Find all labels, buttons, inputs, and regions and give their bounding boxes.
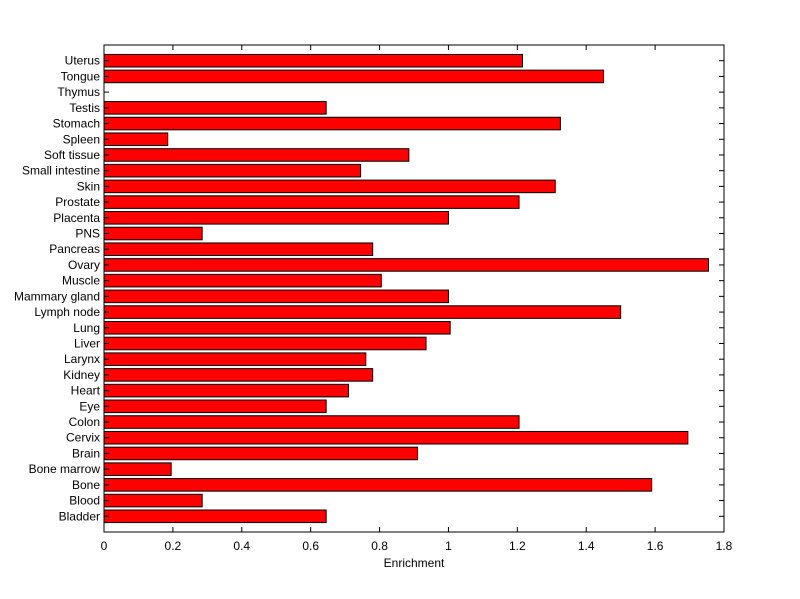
bar-mammary-gland	[103, 289, 449, 304]
x-tick-label: 0	[101, 539, 108, 553]
bar-small-intestine	[103, 163, 362, 178]
bar-stomach	[103, 116, 561, 131]
bar-muscle	[103, 273, 382, 288]
x-tick-label: 1.2	[509, 539, 526, 553]
y-tick-label: Lymph node	[34, 305, 100, 319]
bar-bladder	[103, 509, 327, 524]
y-tick-label: Thymus	[57, 85, 100, 99]
y-tick-label: Liver	[74, 336, 100, 350]
bar-pns	[103, 226, 203, 241]
bar-brain	[103, 446, 418, 461]
y-tick-label: Stomach	[53, 117, 100, 131]
y-tick-label: Skin	[77, 179, 100, 193]
y-tick-label: Bladder	[59, 509, 100, 523]
y-tick-label: Uterus	[65, 54, 100, 68]
bar-ovary	[103, 258, 709, 272]
x-tick-label: 1.4	[578, 539, 595, 553]
bar-cervix	[103, 430, 689, 445]
x-tick-label: 0.2	[165, 539, 182, 553]
bar-lung	[103, 320, 451, 335]
y-tick-label: Bone	[72, 478, 100, 492]
bar-kidney	[103, 368, 374, 382]
bar-heart	[103, 383, 350, 398]
bar-bone	[103, 478, 653, 492]
y-tick-label: Placenta	[53, 211, 100, 225]
y-tick-label: Spleen	[63, 132, 100, 146]
y-tick-label: Larynx	[64, 352, 100, 366]
axes-frame	[103, 44, 725, 533]
bar-tongue	[103, 69, 604, 84]
y-tick-label: Muscle	[62, 274, 100, 288]
y-tick-label: Eye	[79, 399, 100, 413]
y-tick-label: Bone marrow	[29, 462, 101, 476]
bar-pancreas	[103, 242, 374, 257]
y-tick-label: Pancreas	[49, 242, 100, 256]
bar-blood	[103, 493, 203, 508]
x-tick-label: 1	[445, 539, 452, 553]
y-tick-label: Small intestine	[22, 164, 100, 178]
y-tick-label: Heart	[71, 384, 101, 398]
bar-uterus	[103, 53, 523, 68]
y-tick-label: Blood	[69, 494, 100, 508]
y-tick-label: Prostate	[55, 195, 100, 209]
y-tick-label: PNS	[75, 227, 100, 241]
y-tick-label: Soft tissue	[44, 148, 100, 162]
bar-larynx	[103, 352, 367, 366]
x-tick-labels: 0 0.2 0.4 0.6 0.8 1 1.2 1.4 1.6 1.8	[101, 539, 733, 553]
y-tick-label: Cervix	[66, 431, 100, 445]
bar-testis	[103, 101, 327, 115]
bar-placenta	[103, 211, 449, 225]
bar-eye	[103, 399, 327, 414]
bar-skin	[103, 179, 556, 194]
y-tick-label: Brain	[72, 446, 100, 460]
bar-lymph-node	[103, 305, 622, 319]
bar-prostate	[103, 195, 520, 209]
x-axis-label: Enrichment	[384, 556, 445, 570]
y-tick-label: Kidney	[63, 368, 100, 382]
y-tick-label: Testis	[69, 101, 100, 115]
y-tick-label: Colon	[69, 415, 100, 429]
y-tick-label: Ovary	[68, 258, 100, 272]
y-tick-label: Lung	[73, 321, 100, 335]
y-tick-label: Tongue	[61, 69, 101, 83]
x-tick-label: 1.8	[716, 539, 733, 553]
bar-soft-tissue	[103, 148, 410, 162]
x-tick-label: 1.6	[647, 539, 664, 553]
y-tick-label: Mammary gland	[14, 289, 100, 303]
x-tick-label: 0.6	[302, 539, 319, 553]
bar-spleen	[103, 132, 169, 147]
bar-liver	[103, 336, 427, 351]
x-tick-label: 0.8	[371, 539, 388, 553]
bars-group	[103, 53, 709, 524]
x-tick-label: 0.4	[233, 539, 250, 553]
bar-colon	[103, 415, 520, 429]
bar-bone-marrow	[103, 462, 172, 476]
